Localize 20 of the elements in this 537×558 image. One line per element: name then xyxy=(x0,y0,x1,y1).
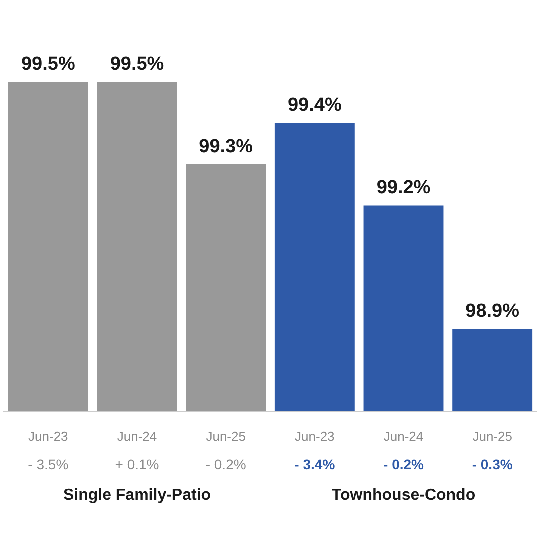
data-label: 98.9% xyxy=(466,300,520,322)
data-label: 99.5% xyxy=(21,54,76,76)
annotation: - 3.5% xyxy=(28,456,69,472)
x-tick-label: Jun-24 xyxy=(117,428,158,444)
x-tick-label: Jun-23 xyxy=(28,428,68,444)
annotation: + 0.1% xyxy=(115,456,160,472)
x-tick-label: Jun-25 xyxy=(472,428,512,444)
x-tick-label: Jun-23 xyxy=(295,428,335,444)
annotation: - 0.2% xyxy=(206,456,246,472)
data-label: 99.3% xyxy=(199,136,254,158)
series-label: Single Family-Patio xyxy=(63,486,212,504)
series-label: Townhouse-Condo xyxy=(332,486,476,504)
annotation: - 3.4% xyxy=(294,456,336,472)
x-tick-label: Jun-25 xyxy=(206,428,246,444)
annotation: - 0.2% xyxy=(384,456,425,472)
annotation: - 0.3% xyxy=(472,456,514,472)
data-label: 99.4% xyxy=(288,95,342,116)
data-label: 99.2% xyxy=(376,177,431,198)
x-tick-label: Jun-24 xyxy=(384,428,424,444)
data-label: 99.5% xyxy=(110,54,164,76)
